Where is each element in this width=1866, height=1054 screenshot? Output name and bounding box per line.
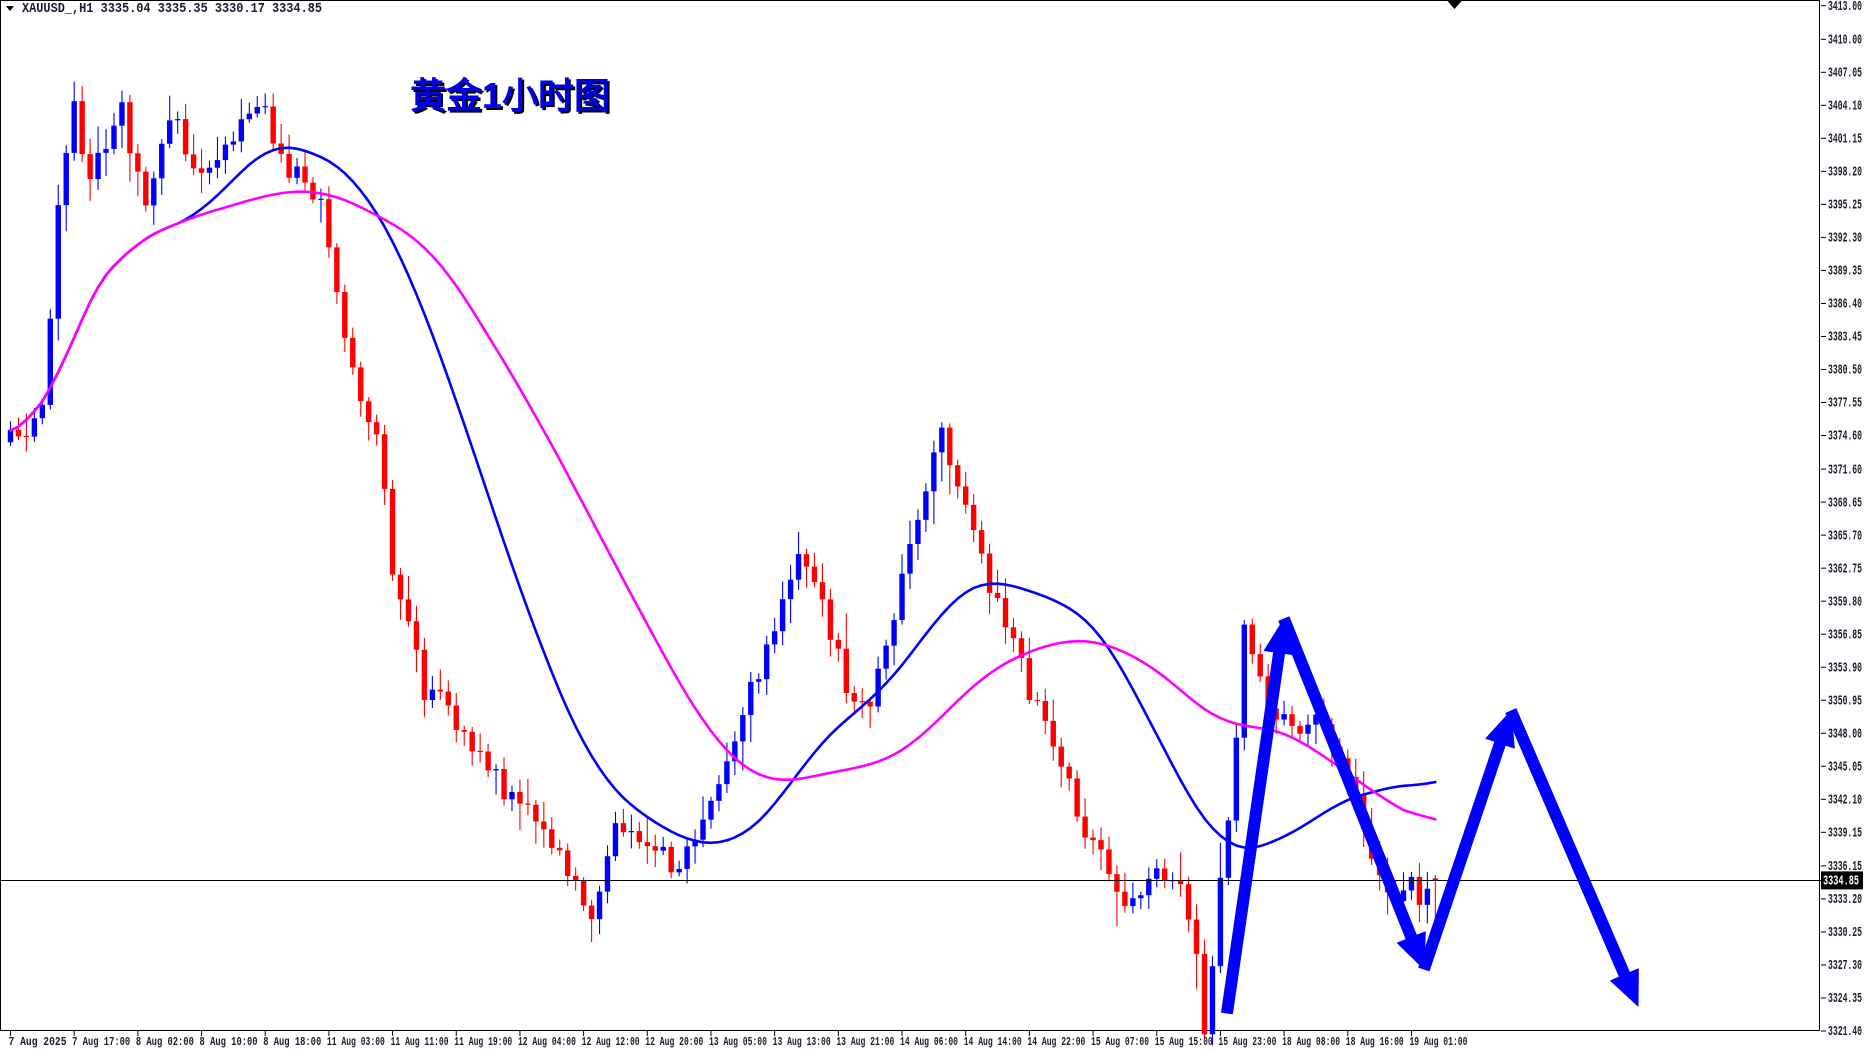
svg-text:13 Aug 21:00: 13 Aug 21:00 [836,1035,894,1049]
svg-text:3404.10: 3404.10 [1828,100,1862,115]
svg-text:3374.60: 3374.60 [1828,430,1862,445]
svg-text:3345.05: 3345.05 [1828,760,1862,775]
svg-text:3383.45: 3383.45 [1828,331,1862,346]
svg-text:8 Aug 10:00: 8 Aug 10:00 [200,1035,258,1049]
svg-text:14 Aug 22:00: 14 Aug 22:00 [1027,1035,1085,1049]
svg-text:12 Aug 04:00: 12 Aug 04:00 [518,1035,576,1049]
svg-text:3380.50: 3380.50 [1828,364,1862,379]
svg-text:12 Aug 20:00: 12 Aug 20:00 [645,1035,703,1049]
svg-text:3330.25: 3330.25 [1828,926,1862,941]
svg-text:14 Aug 06:00: 14 Aug 06:00 [900,1035,958,1049]
svg-text:3371.60: 3371.60 [1828,463,1862,478]
svg-text:7 Aug 17:00: 7 Aug 17:00 [72,1035,130,1049]
svg-text:3333.20: 3333.20 [1828,893,1862,908]
svg-text:13 Aug 13:00: 13 Aug 13:00 [773,1035,831,1049]
svg-text:3362.75: 3362.75 [1828,562,1862,577]
svg-text:3353.90: 3353.90 [1828,661,1862,676]
svg-text:14 Aug 14:00: 14 Aug 14:00 [964,1035,1022,1049]
svg-text:18 Aug 16:00: 18 Aug 16:00 [1346,1035,1404,1049]
svg-text:3321.40: 3321.40 [1828,1025,1862,1040]
svg-text:3327.30: 3327.30 [1828,959,1862,974]
svg-text:15 Aug 23:00: 15 Aug 23:00 [1218,1035,1276,1049]
svg-text:3356.85: 3356.85 [1828,628,1862,643]
svg-text:3365.70: 3365.70 [1828,529,1862,544]
svg-text:18 Aug 08:00: 18 Aug 08:00 [1282,1035,1340,1049]
svg-text:12 Aug 12:00: 12 Aug 12:00 [582,1035,640,1049]
svg-text:8 Aug 18:00: 8 Aug 18:00 [263,1035,321,1049]
svg-text:3392.30: 3392.30 [1828,232,1862,247]
svg-text:3389.35: 3389.35 [1828,265,1862,280]
svg-text:黄金1小时图: 黄金1小时图 [410,75,610,116]
svg-text:3348.00: 3348.00 [1828,727,1862,742]
svg-text:3401.15: 3401.15 [1828,133,1862,148]
svg-text:3339.15: 3339.15 [1828,827,1862,842]
svg-text:7 Aug 2025: 7 Aug 2025 [9,1035,67,1049]
svg-text:3350.95: 3350.95 [1828,694,1862,709]
svg-text:11 Aug 03:00: 11 Aug 03:00 [327,1035,385,1049]
svg-text:3398.20: 3398.20 [1828,166,1862,181]
svg-text:3324.35: 3324.35 [1828,992,1862,1007]
svg-text:3386.40: 3386.40 [1828,298,1862,313]
svg-text:3377.55: 3377.55 [1828,397,1862,412]
svg-text:19 Aug 01:00: 19 Aug 01:00 [1409,1035,1467,1049]
svg-text:3395.25: 3395.25 [1828,199,1862,214]
svg-text:3342.10: 3342.10 [1828,794,1862,809]
svg-text:11 Aug 11:00: 11 Aug 11:00 [391,1035,449,1049]
svg-text:15 Aug 07:00: 15 Aug 07:00 [1091,1035,1149,1049]
svg-text:11 Aug 19:00: 11 Aug 19:00 [454,1035,512,1049]
svg-text:3407.05: 3407.05 [1828,67,1862,82]
svg-text:3413.00: 3413.00 [1828,0,1862,15]
svg-text:8 Aug 02:00: 8 Aug 02:00 [136,1035,194,1049]
svg-text:3359.80: 3359.80 [1828,595,1862,610]
svg-text:13 Aug 05:00: 13 Aug 05:00 [709,1035,767,1049]
svg-text:3368.65: 3368.65 [1828,496,1862,511]
svg-text:3334.85: 3334.85 [1823,875,1859,890]
svg-text:3410.00: 3410.00 [1828,33,1862,48]
svg-text:XAUUSD_,H1 3335.04 3335.35 33: XAUUSD_,H1 3335.04 3335.35 3330.17 3334.… [22,1,322,17]
svg-text:15 Aug 15:00: 15 Aug 15:00 [1155,1035,1213,1049]
